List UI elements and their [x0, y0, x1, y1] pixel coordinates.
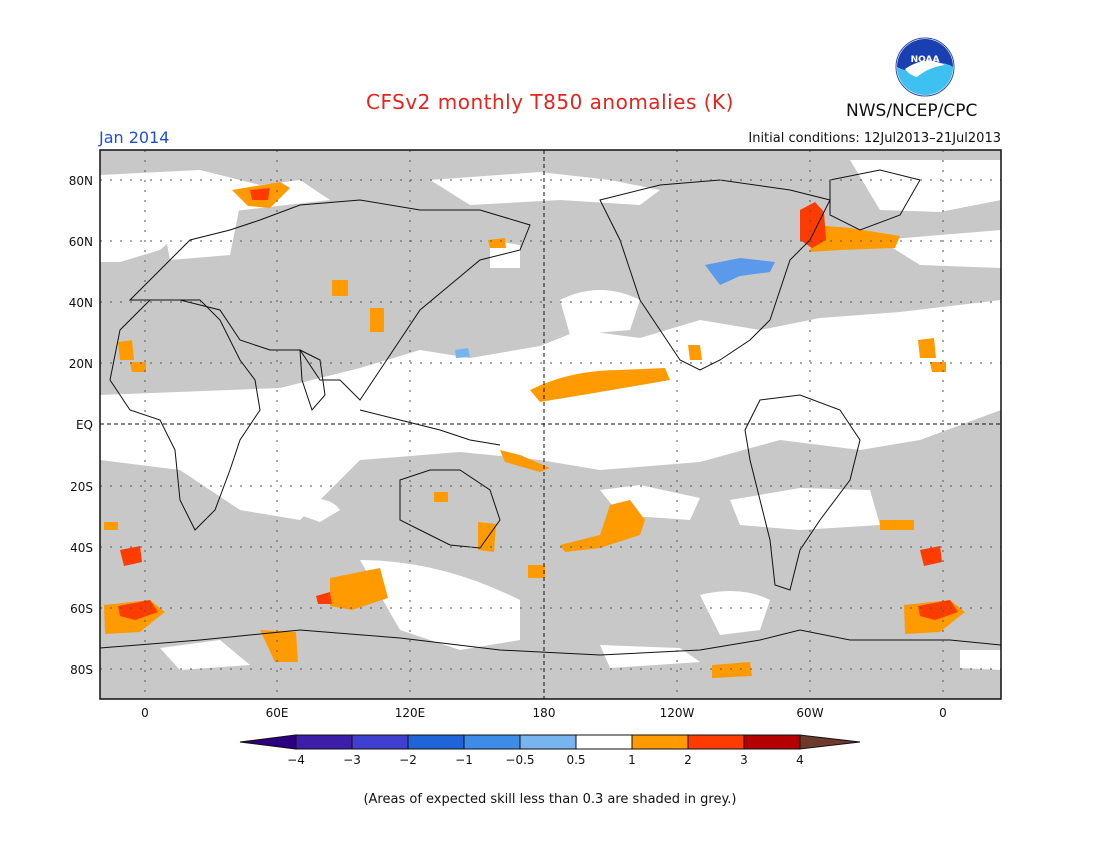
lat-label: 60N [69, 235, 93, 249]
legend-tick: −0.5 [505, 753, 534, 767]
legend-swatch [631, 734, 689, 750]
lat-label: 20S [70, 480, 93, 494]
lon-labels: 0 60E 120E 180 120W 60W 0 [141, 706, 947, 720]
graticule [100, 150, 1001, 699]
lat-label: 80S [70, 663, 93, 677]
legend-swatch [295, 734, 353, 750]
legend-end-left [239, 734, 297, 750]
skill-footnote: (Areas of expected skill less than 0.3 a… [363, 792, 737, 807]
legend-tick: 4 [796, 753, 804, 767]
initial-conditions: Initial conditions: 12Jul2013–21Jul2013 [748, 131, 1001, 146]
noaa-logo: NOAA [895, 37, 955, 97]
coastlines [99, 169, 1002, 656]
lat-label: 60S [70, 602, 93, 616]
lat-label: 40S [70, 541, 93, 555]
legend-tick: 2 [684, 753, 692, 767]
legend-swatch [743, 734, 801, 750]
legend-swatch [351, 734, 409, 750]
legend-tick: −3 [343, 753, 361, 767]
lat-label: 80N [69, 174, 93, 188]
chart-title: CFSv2 monthly T850 anomalies (K) [366, 90, 734, 114]
legend-end-right [799, 734, 861, 750]
legend-tick-labels: −4 −3 −2 −1 −0.5 0.5 1 2 3 4 [287, 753, 804, 767]
legend-swatch [575, 734, 633, 750]
legend-swatch [687, 734, 745, 750]
lat-label: EQ [76, 418, 93, 432]
legend-tick: 0.5 [566, 753, 585, 767]
legend-swatch [519, 734, 577, 750]
lat-label: 40N [69, 296, 93, 310]
lon-label: 120E [395, 706, 426, 720]
legend-tick: 3 [740, 753, 748, 767]
lon-label: 60W [796, 706, 823, 720]
lat-labels: 80N 60N 40N 20N EQ 20S 40S 60S 80S [69, 174, 93, 677]
map-frame [99, 149, 1002, 700]
color-legend [239, 734, 861, 750]
lat-label: 20N [69, 357, 93, 371]
legend-tick: −2 [399, 753, 417, 767]
legend-tick: −4 [287, 753, 305, 767]
cold-anomaly-regions [455, 258, 775, 358]
legend-tick: −1 [455, 753, 473, 767]
skilled-regions [100, 160, 1001, 670]
lon-label: 120W [660, 706, 695, 720]
lon-label: 60E [266, 706, 289, 720]
logo-text: NOAA [911, 55, 940, 65]
strong-warm-anomaly-regions [118, 188, 958, 620]
equator-dateline [100, 150, 1001, 699]
agency-label: NWS/NCEP/CPC [846, 101, 978, 121]
legend-tick: 1 [628, 753, 636, 767]
lon-label: 180 [533, 706, 556, 720]
lon-label: 0 [939, 706, 947, 720]
forecast-period: Jan 2014 [99, 128, 170, 147]
lon-label: 0 [141, 706, 149, 720]
legend-swatch [407, 734, 465, 750]
legend-swatch [463, 734, 521, 750]
